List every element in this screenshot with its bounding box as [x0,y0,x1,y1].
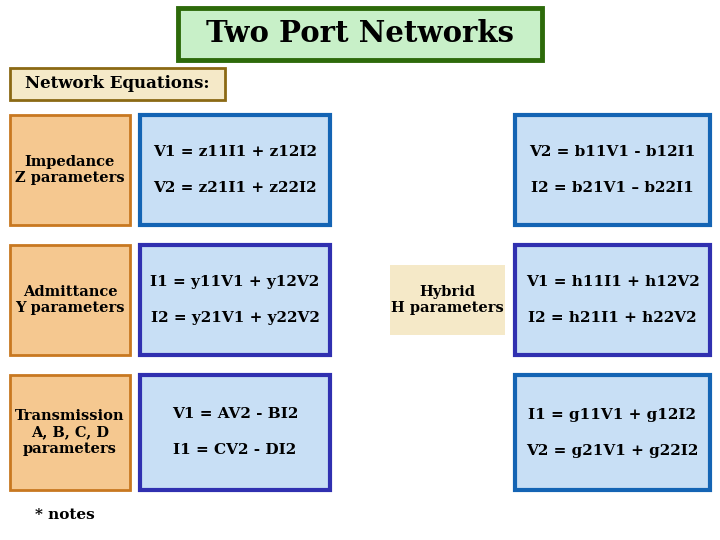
Text: I1 = y11V1 + y12V2: I1 = y11V1 + y12V2 [150,275,320,289]
Text: V2 = b11V1 - b12I1: V2 = b11V1 - b12I1 [529,145,696,159]
Bar [515,375,710,490]
Text: I2 = b21V1 – b22I1: I2 = b21V1 – b22I1 [531,181,694,195]
Bar [10,115,130,225]
Bar [140,115,330,225]
Text: V2 = z21I1 + z22I2: V2 = z21I1 + z22I2 [153,181,317,195]
Text: V1 = h11I1 + h12V2: V1 = h11I1 + h12V2 [526,275,699,289]
Text: V1 = AV2 - BI2: V1 = AV2 - BI2 [172,408,298,422]
Text: I1 = g11V1 + g12I2: I1 = g11V1 + g12I2 [528,408,696,422]
Text: I2 = y21V1 + y22V2: I2 = y21V1 + y22V2 [150,311,320,325]
Bar [10,245,130,355]
Bar [140,375,330,490]
Text: Admittance
Y parameters: Admittance Y parameters [15,285,125,315]
Text: Network Equations:: Network Equations: [25,76,210,92]
Text: I1 = CV2 - DI2: I1 = CV2 - DI2 [174,443,297,457]
Text: * notes: * notes [35,508,95,522]
Text: Impedance
Z parameters: Impedance Z parameters [15,155,125,185]
Text: Transmission
A, B, C, D
parameters: Transmission A, B, C, D parameters [15,409,125,456]
Bar [140,245,330,355]
Text: V1 = z11I1 + z12I2: V1 = z11I1 + z12I2 [153,145,317,159]
Bar [515,115,710,225]
Bar [10,68,225,100]
Text: Hybrid
H parameters: Hybrid H parameters [391,285,504,315]
Bar [10,375,130,490]
Text: I2 = h21I1 + h22V2: I2 = h21I1 + h22V2 [528,311,697,325]
Bar [178,8,542,60]
Bar [390,265,505,335]
Bar [515,245,710,355]
Text: Two Port Networks: Two Port Networks [206,19,514,49]
Text: V2 = g21V1 + g22I2: V2 = g21V1 + g22I2 [526,443,698,457]
